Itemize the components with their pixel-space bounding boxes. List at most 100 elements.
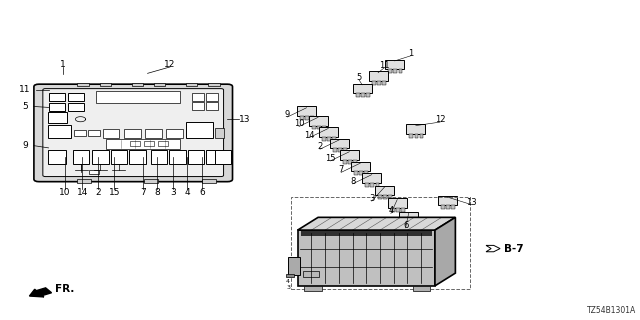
Bar bbox=[111, 150, 127, 164]
Polygon shape bbox=[298, 217, 456, 230]
Bar bbox=[103, 129, 120, 138]
Text: 7: 7 bbox=[140, 188, 146, 197]
Bar bbox=[385, 60, 404, 69]
Bar bbox=[333, 148, 337, 152]
Bar bbox=[361, 93, 365, 97]
Bar bbox=[366, 93, 370, 97]
Bar bbox=[74, 130, 86, 136]
Text: 10: 10 bbox=[294, 119, 304, 129]
Bar bbox=[154, 83, 166, 86]
Bar bbox=[388, 69, 392, 73]
Bar bbox=[365, 183, 369, 187]
Bar bbox=[375, 186, 394, 196]
Text: 4: 4 bbox=[388, 206, 394, 215]
Bar bbox=[303, 271, 319, 277]
Bar bbox=[413, 221, 417, 225]
Bar bbox=[396, 208, 400, 212]
Text: 6: 6 bbox=[200, 188, 205, 197]
Bar bbox=[286, 274, 294, 277]
Bar bbox=[166, 129, 182, 138]
Bar bbox=[49, 93, 65, 101]
Bar bbox=[415, 134, 419, 138]
Bar bbox=[364, 172, 368, 175]
Text: 7: 7 bbox=[339, 165, 344, 174]
Text: 15: 15 bbox=[325, 154, 335, 163]
Text: 14: 14 bbox=[77, 188, 88, 197]
Text: 10: 10 bbox=[59, 188, 70, 197]
Text: 15: 15 bbox=[109, 188, 120, 197]
Bar bbox=[354, 172, 358, 175]
Text: FR.: FR. bbox=[55, 284, 74, 294]
Bar bbox=[322, 137, 326, 140]
Bar bbox=[208, 83, 220, 86]
Text: 9: 9 bbox=[22, 141, 28, 150]
Text: 5: 5 bbox=[356, 73, 362, 82]
Bar bbox=[399, 212, 419, 221]
Text: B-7: B-7 bbox=[504, 244, 524, 253]
Text: TZ54B1301A: TZ54B1301A bbox=[587, 307, 636, 316]
Bar bbox=[192, 102, 204, 110]
Bar bbox=[188, 150, 204, 164]
Text: 8: 8 bbox=[154, 188, 160, 197]
Bar bbox=[406, 124, 426, 134]
Bar bbox=[305, 116, 309, 120]
Bar bbox=[378, 196, 382, 199]
Bar bbox=[206, 102, 218, 110]
Bar bbox=[92, 150, 109, 164]
Bar bbox=[327, 137, 331, 140]
Bar bbox=[388, 196, 392, 199]
Bar bbox=[88, 130, 100, 136]
Bar bbox=[369, 71, 388, 81]
Bar bbox=[351, 162, 370, 172]
Bar bbox=[158, 141, 168, 146]
Bar bbox=[151, 150, 168, 164]
Bar bbox=[77, 83, 89, 86]
Bar bbox=[304, 285, 322, 291]
Bar bbox=[343, 160, 347, 164]
Text: 9: 9 bbox=[285, 110, 290, 119]
Bar bbox=[297, 107, 316, 116]
Bar bbox=[394, 69, 397, 73]
Bar bbox=[332, 137, 336, 140]
Bar bbox=[214, 150, 231, 164]
Bar bbox=[371, 183, 374, 187]
Bar bbox=[372, 81, 376, 85]
Bar bbox=[356, 93, 360, 97]
Text: 5: 5 bbox=[22, 102, 28, 111]
Bar bbox=[441, 205, 445, 209]
FancyBboxPatch shape bbox=[34, 84, 232, 182]
Text: 13: 13 bbox=[239, 115, 250, 124]
Bar bbox=[192, 93, 204, 101]
Bar bbox=[408, 221, 412, 225]
Bar bbox=[132, 83, 143, 86]
Bar bbox=[353, 84, 372, 93]
Bar bbox=[413, 285, 431, 291]
Bar bbox=[214, 128, 223, 138]
Bar bbox=[89, 170, 99, 174]
Text: 12: 12 bbox=[435, 115, 445, 124]
Bar bbox=[399, 69, 403, 73]
Bar bbox=[403, 221, 406, 225]
FancyArrow shape bbox=[29, 288, 52, 297]
Bar bbox=[106, 139, 179, 149]
Bar bbox=[300, 116, 304, 120]
Text: 13: 13 bbox=[466, 197, 477, 206]
Text: 1: 1 bbox=[408, 49, 413, 58]
Text: 11: 11 bbox=[19, 85, 31, 94]
Bar bbox=[68, 93, 84, 101]
Bar bbox=[382, 81, 386, 85]
Polygon shape bbox=[486, 245, 500, 252]
Bar bbox=[340, 150, 359, 160]
Bar bbox=[288, 257, 300, 275]
Bar bbox=[343, 148, 347, 152]
Bar bbox=[312, 125, 316, 129]
Bar bbox=[377, 81, 381, 85]
Text: 12: 12 bbox=[164, 60, 175, 69]
Bar bbox=[330, 139, 349, 148]
Bar bbox=[145, 129, 162, 138]
Bar bbox=[291, 197, 470, 289]
Bar bbox=[77, 179, 92, 183]
Bar bbox=[308, 116, 328, 125]
Bar bbox=[170, 150, 186, 164]
Bar bbox=[202, 179, 216, 183]
